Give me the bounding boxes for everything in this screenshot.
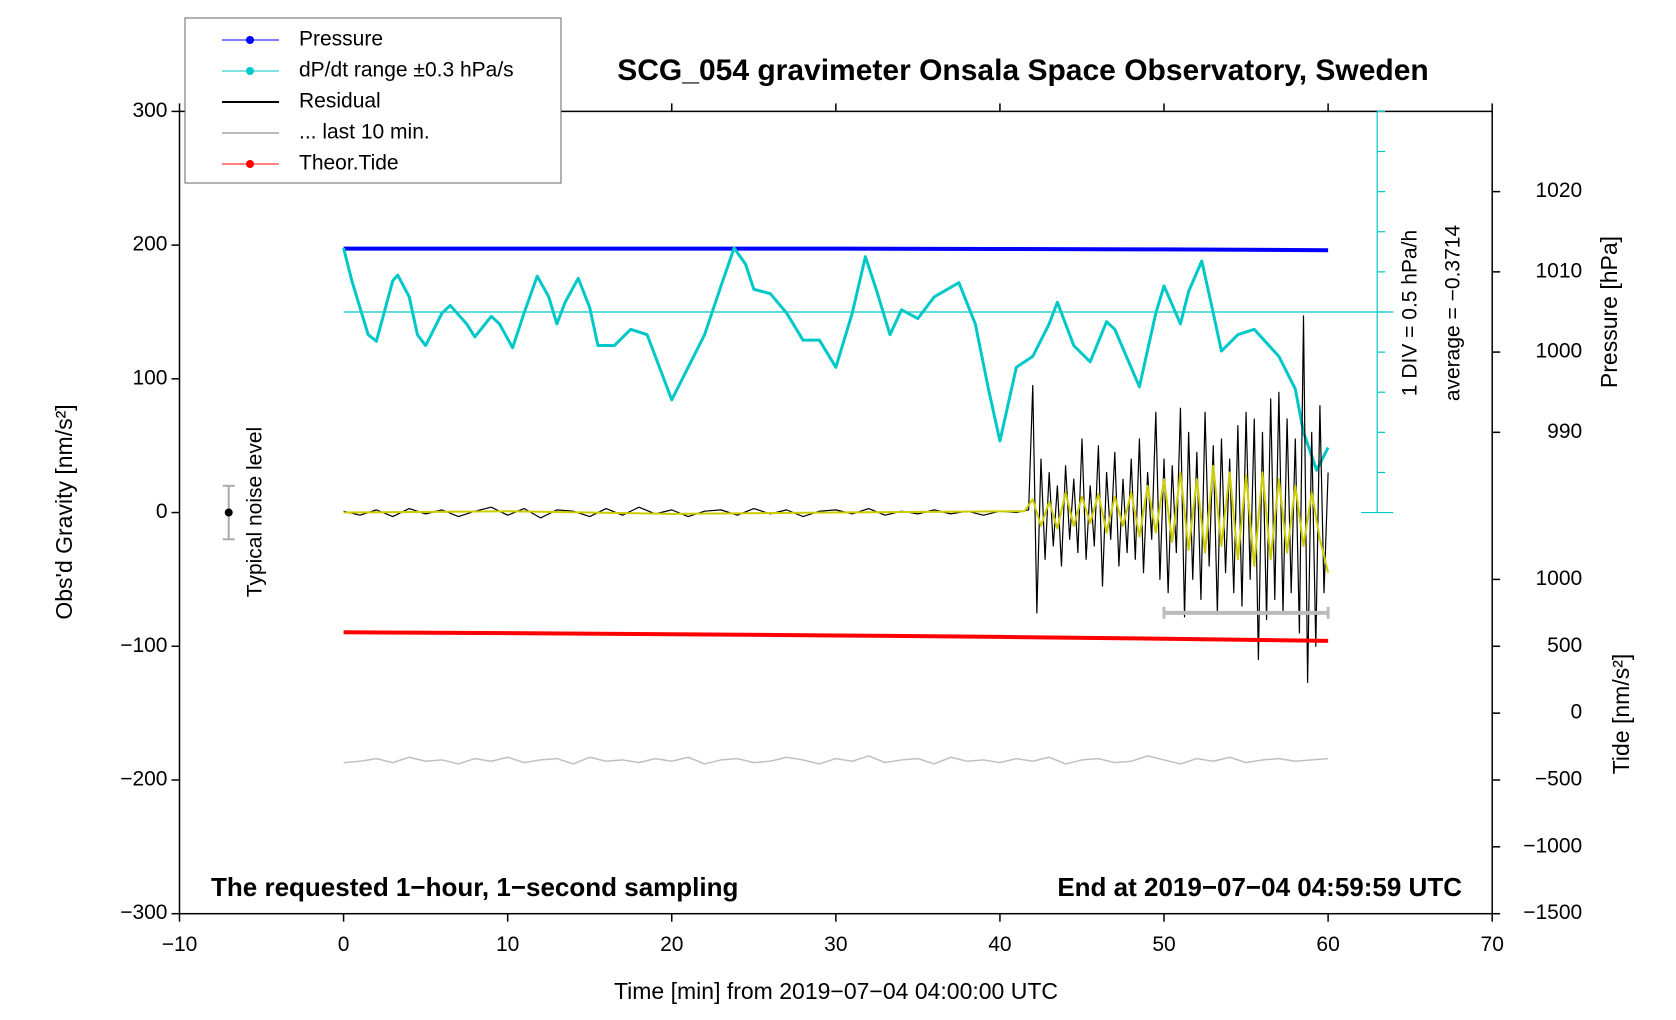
legend-marker — [246, 67, 254, 75]
y-tick-label: 100 — [132, 366, 167, 389]
pressure-tick-label: 1020 — [1535, 179, 1582, 202]
pressure-tick-label: 1000 — [1535, 340, 1582, 363]
chart-title: SCG_054 gravimeter Onsala Space Observat… — [617, 54, 1429, 87]
tide-tick-label: 1000 — [1535, 567, 1582, 590]
tide-tick-label: −1500 — [1523, 901, 1582, 924]
legend: Pressure dP/dt range ±0.3 hPa/s Residual..… — [184, 17, 562, 184]
series-line — [343, 315, 1329, 683]
x-axis-label: Time [min] from 2019−07−04 04:00:00 UTC — [614, 978, 1058, 1004]
y-tick-label: −200 — [120, 768, 167, 791]
pressure-axis-label: Pressure [hPa] — [1596, 236, 1622, 388]
legend-box — [184, 17, 562, 184]
tide-tick-label: 0 — [1571, 701, 1583, 724]
x-tick-label: 50 — [1152, 933, 1175, 956]
y-tick-label: 300 — [132, 99, 167, 122]
tide-tick-label: −1000 — [1523, 834, 1582, 857]
legend-label: Theor.Tide — [299, 152, 399, 175]
annotation: 1 DIV = 0.5 hPa/h — [1399, 230, 1422, 396]
legend-label: Residual — [299, 90, 381, 113]
x-tick-label: 20 — [660, 933, 683, 956]
legend-label: ... last 10 min. — [299, 121, 430, 144]
x-tick-label: 30 — [824, 933, 847, 956]
y-tick-label: 0 — [156, 500, 168, 523]
pressure-tick-label: 1010 — [1535, 259, 1582, 282]
y-tick-label: −300 — [120, 901, 167, 924]
tide-tick-label: 500 — [1547, 634, 1582, 657]
tide-axis-label: Tide [nm/s²] — [1608, 654, 1634, 775]
x-tick-label: 40 — [988, 933, 1011, 956]
x-tick-label: −10 — [162, 933, 198, 956]
y-tick-label: −100 — [120, 634, 167, 657]
legend-marker — [246, 36, 254, 44]
x-tick-label: 70 — [1481, 933, 1504, 956]
series-line — [342, 246, 1330, 472]
tide-tick-label: −500 — [1535, 768, 1582, 791]
annotation: average = −0.3714 — [1442, 225, 1465, 402]
series-line — [343, 630, 1329, 643]
y-axis-label: Obs'd Gravity [nm/s²] — [51, 404, 77, 619]
x-tick-label: 60 — [1316, 933, 1339, 956]
annotation: End at 2019−07−04 04:59:59 UTC — [1057, 872, 1462, 902]
annotation: The requested 1−hour, 1−second sampling — [211, 872, 738, 902]
pressure-tick-label: 990 — [1547, 420, 1582, 443]
y-tick-label: 200 — [132, 233, 167, 256]
x-tick-label: 10 — [496, 933, 519, 956]
series-line — [343, 246, 1329, 253]
series-line — [343, 755, 1329, 765]
legend-marker — [246, 160, 254, 168]
legend-label: Pressure — [299, 28, 383, 51]
x-tick-label: 0 — [338, 933, 350, 956]
legend-label: dP/dt range ±0.3 hPa/s — [299, 59, 514, 82]
series-line — [343, 464, 1330, 573]
noise-point — [224, 508, 233, 517]
noise-label: Typical noise level — [244, 427, 267, 597]
